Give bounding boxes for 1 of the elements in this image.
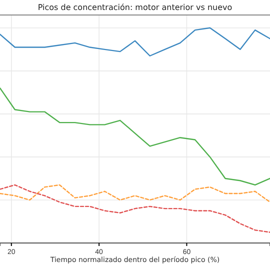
chart-title: Picos de concentración: motor anterior vs nuevo [38, 3, 232, 12]
